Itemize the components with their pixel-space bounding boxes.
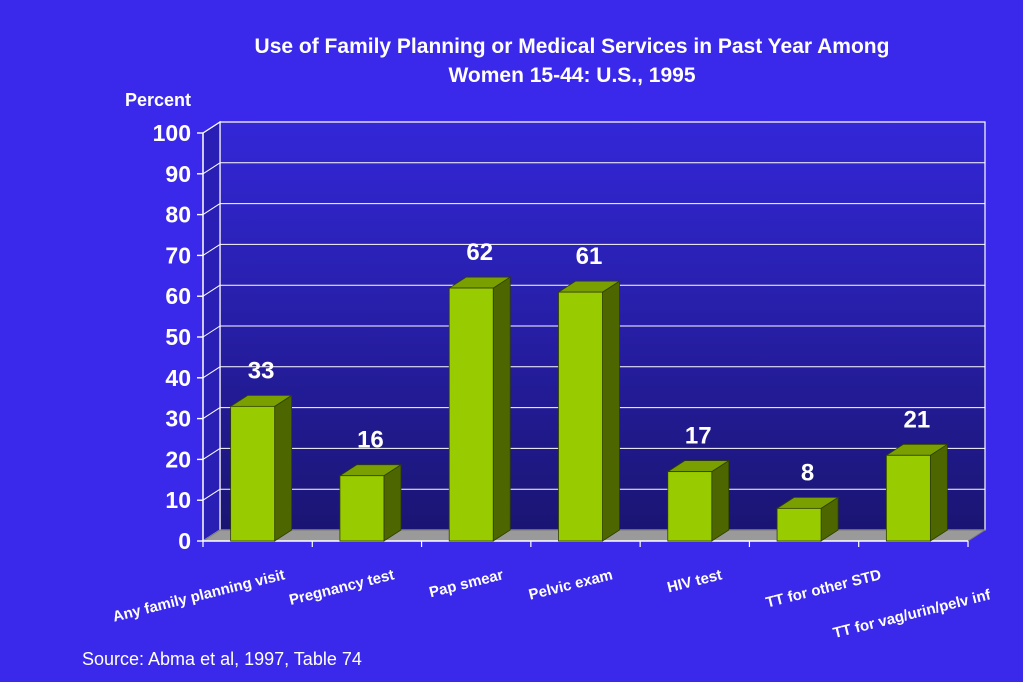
gridline-diagonal [202, 366, 221, 379]
y-tick-label: 10 [165, 487, 191, 513]
y-tick-label: 70 [165, 242, 191, 268]
bar-front [885, 454, 931, 542]
bar-side [383, 463, 402, 542]
bar-side [492, 276, 511, 542]
chart-title-line-2: Women 15-44: U.S., 1995 [448, 64, 695, 87]
y-tick-label: 90 [165, 161, 191, 187]
bar-front [339, 475, 385, 542]
data-label: 62 [466, 239, 493, 266]
x-tick-label: Pelvic exam [527, 566, 614, 603]
y-axis-label: Percent [125, 90, 191, 110]
bar-front [558, 291, 603, 542]
bar-2 [338, 463, 403, 542]
y-tick-label: 40 [165, 365, 191, 391]
y-tick-label: 0 [178, 528, 191, 554]
y-tick-label: 50 [165, 324, 191, 350]
gridline-diagonal [202, 121, 221, 134]
bars: 33 16 62 61 17 8 21 [229, 239, 949, 542]
x-tick-label: Any family planning visit [111, 566, 287, 625]
x-tick-label: TT for other STD [764, 566, 883, 611]
y-tick-label: 80 [165, 202, 191, 228]
y-tick-label: 20 [165, 446, 191, 472]
gridline-diagonal [202, 162, 221, 175]
y-tick-label: 60 [165, 283, 191, 309]
gridline-diagonal [202, 325, 221, 338]
gridline-diagonal [202, 284, 221, 297]
x-tick-label: HIV test [665, 566, 723, 596]
source-note: Source: Abma et al, 1997, Table 74 [82, 649, 362, 669]
bar-front [230, 405, 276, 542]
data-label: 21 [904, 406, 931, 433]
bar-7 [885, 443, 949, 542]
bar-side [274, 394, 293, 542]
bar-side [711, 459, 730, 542]
bar-3 [447, 276, 512, 542]
x-tick-label: Pregnancy test [287, 566, 395, 609]
gridline-diagonal [202, 488, 221, 501]
x-tick-label: Pap smear [427, 566, 505, 601]
y-tick-label: 30 [165, 406, 191, 432]
gridline-diagonal [202, 447, 221, 460]
data-label: 33 [248, 357, 275, 384]
x-tick-labels: Any family planning visit Pregnancy test P… [111, 541, 993, 642]
bar-5 [666, 459, 731, 542]
y-tick-labels: 0 10 20 30 40 50 60 70 80 90 100 [153, 120, 203, 554]
bar-front [776, 507, 822, 542]
bar-6 [775, 496, 840, 542]
data-label: 61 [576, 243, 603, 270]
y-tick-label: 100 [153, 120, 191, 146]
bar-4 [557, 280, 621, 542]
data-label: 8 [801, 459, 814, 486]
bar-front [448, 287, 494, 542]
bar-front [667, 471, 713, 542]
bar-side [602, 280, 620, 542]
data-label: 17 [685, 423, 712, 450]
gridline-diagonal [202, 407, 221, 420]
bar-side [929, 443, 948, 542]
chart-title-line-1: Use of Family Planning or Medical Servic… [255, 35, 890, 58]
x-tick-label: TT for vag/urin/pelv inf [831, 586, 993, 642]
data-label: 16 [357, 427, 384, 454]
gridline-diagonal [202, 243, 221, 256]
gridline-diagonal [202, 203, 221, 216]
bar-1 [229, 394, 293, 542]
